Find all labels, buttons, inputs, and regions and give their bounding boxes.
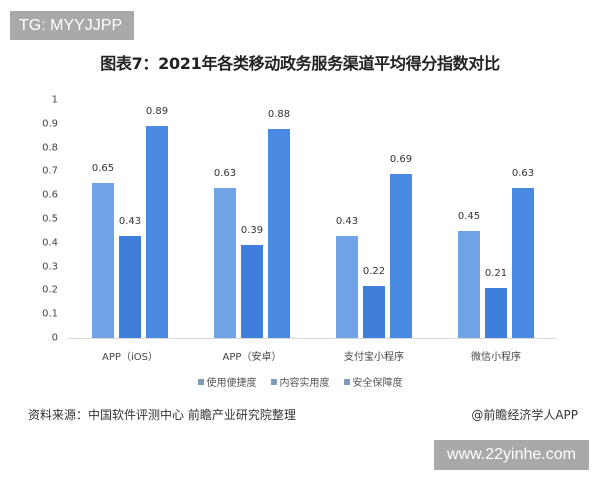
y-tick-label: 0.6 bbox=[42, 189, 58, 201]
bar-value-label: 0.89 bbox=[145, 106, 169, 118]
bar-value-label: 0.21 bbox=[484, 268, 508, 280]
x-category-label: APP（iOS） bbox=[102, 352, 158, 363]
bar-value-label: 0.45 bbox=[457, 210, 481, 222]
chart-legend: 使用便捷度 内容实用度 安全保障度 bbox=[0, 374, 600, 389]
y-tick-label: 0.5 bbox=[42, 213, 58, 225]
bar bbox=[512, 188, 534, 338]
y-tick-label: 1 bbox=[51, 94, 58, 106]
bar-value-label: 0.69 bbox=[389, 153, 413, 165]
bar bbox=[363, 285, 385, 338]
y-tick-label: 0.2 bbox=[42, 284, 58, 296]
y-tick-label: 0.4 bbox=[42, 237, 58, 249]
x-category-label: 支付宝小程序 bbox=[344, 352, 404, 363]
x-category-label: APP（安卓） bbox=[222, 352, 282, 363]
bar bbox=[336, 235, 358, 338]
bar-value-label: 0.22 bbox=[362, 265, 386, 277]
bar bbox=[146, 126, 168, 338]
legend-label: 内容实用度 bbox=[279, 378, 330, 389]
y-tick-label: 0.3 bbox=[42, 261, 58, 273]
legend-swatch bbox=[197, 378, 204, 385]
legend-swatch bbox=[343, 378, 350, 385]
bar bbox=[390, 173, 412, 338]
source-note: 资料来源：中国软件评测中心 前瞻产业研究院整理 bbox=[28, 408, 296, 422]
legend-item-usability: 使用便捷度 bbox=[197, 374, 257, 389]
bar bbox=[485, 288, 507, 338]
x-axis-line bbox=[68, 338, 556, 339]
watermark-tag-top: TG: MYYJJPP bbox=[10, 11, 134, 40]
bar bbox=[241, 245, 263, 338]
y-tick-label: 0.8 bbox=[42, 142, 58, 154]
chart-title: 图表7：2021年各类移动政务服务渠道平均得分指数对比 bbox=[100, 54, 500, 73]
bar-value-label: 0.88 bbox=[267, 108, 291, 120]
bar-value-label: 0.65 bbox=[91, 163, 115, 175]
legend-swatch bbox=[270, 378, 277, 385]
bar-value-label: 0.39 bbox=[240, 225, 264, 237]
bar-value-label: 0.43 bbox=[335, 215, 359, 227]
credit-note: @前瞻经济学人APP bbox=[471, 408, 578, 422]
y-tick-label: 0.1 bbox=[42, 308, 58, 320]
bar-value-label: 0.63 bbox=[511, 168, 535, 180]
bar bbox=[92, 183, 114, 338]
bar bbox=[268, 128, 290, 338]
legend-label: 使用便捷度 bbox=[206, 378, 257, 389]
bar-value-label: 0.43 bbox=[118, 215, 142, 227]
bar-value-label: 0.63 bbox=[213, 168, 237, 180]
bar bbox=[119, 235, 141, 338]
y-tick-label: 0 bbox=[51, 332, 58, 344]
legend-label: 安全保障度 bbox=[352, 378, 403, 389]
bar bbox=[458, 230, 480, 338]
bar bbox=[214, 188, 236, 338]
legend-item-security: 安全保障度 bbox=[343, 374, 403, 389]
x-category-label: 微信小程序 bbox=[471, 352, 521, 363]
y-tick-label: 0.9 bbox=[42, 118, 58, 130]
legend-item-content: 内容实用度 bbox=[270, 374, 330, 389]
watermark-tag-bottom: www.22yinhe.com bbox=[434, 440, 589, 470]
y-tick-label: 0.7 bbox=[42, 165, 58, 177]
